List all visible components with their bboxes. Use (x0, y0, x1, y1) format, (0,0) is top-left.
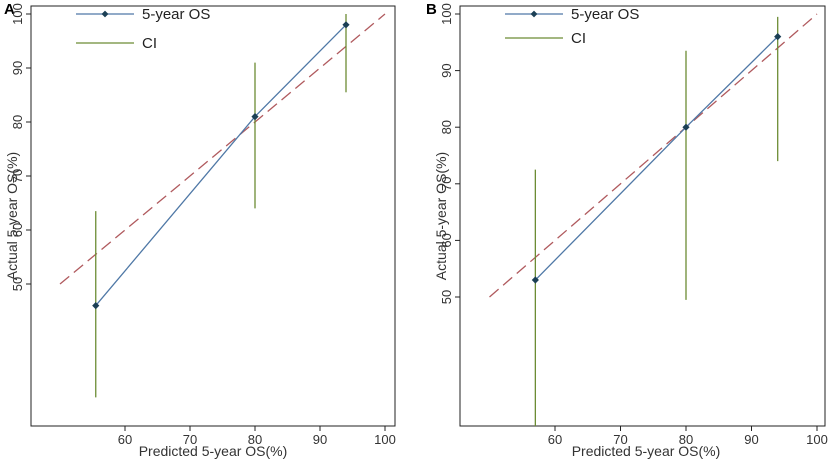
y-tick-label: 60 (10, 223, 25, 237)
x-tick-label: 60 (548, 432, 562, 447)
y-tick-label: 100 (10, 3, 25, 25)
y-tick-label: 70 (439, 177, 454, 191)
legend-label: CI (571, 30, 586, 47)
panel-b: B 60 70 80 90 100 50 60 70 80 90 100 Predicted 5-yea… (426, 1, 828, 459)
x-tick-label: 80 (679, 432, 693, 447)
series-point (774, 33, 782, 41)
y-tick-label: 90 (10, 61, 25, 75)
legend-label: 5-year OS (571, 6, 639, 23)
y-tick-label: 50 (10, 277, 25, 291)
y-tick-label: 50 (439, 290, 454, 304)
panel-a: A 60 70 80 90 100 50 60 70 80 90 100 Predicted 5-yea… (4, 1, 396, 459)
reference-dashed-line (59, 13, 386, 285)
series-point (682, 123, 690, 131)
y-tick-label: 100 (439, 3, 454, 25)
x-tick-label: 60 (118, 432, 132, 447)
x-tick-label: 80 (248, 432, 262, 447)
y-axis-title: Actual 5-year OS(%) (433, 152, 449, 280)
panel-letter: A (4, 1, 15, 18)
panel-letter: B (426, 1, 437, 18)
y-tick-label: 80 (10, 115, 25, 129)
y-tick-label: 90 (439, 63, 454, 77)
legend-label: 5-year OS (142, 6, 210, 23)
series-point (342, 21, 350, 29)
y-tick-label: 60 (439, 233, 454, 247)
x-tick-label: 90 (313, 432, 327, 447)
legend-marker-swatch (530, 10, 538, 18)
plot-frame (459, 5, 826, 427)
x-tick-label: 90 (744, 432, 758, 447)
series-point (251, 113, 259, 121)
series-line (95, 24, 347, 307)
y-tick-label: 70 (10, 169, 25, 183)
legend-marker-swatch (101, 10, 109, 18)
series-line (534, 36, 779, 281)
legend-label: CI (142, 35, 157, 52)
y-tick-label: 80 (439, 120, 454, 134)
reference-dashed-line (489, 13, 818, 298)
x-tick-label: 70 (613, 432, 627, 447)
x-axis-title: Predicted 5-year OS(%) (572, 443, 721, 459)
y-axis-title: Actual 5-year OS(%) (4, 152, 20, 280)
series-point (92, 302, 100, 310)
x-tick-label: 100 (374, 432, 396, 447)
x-tick-label: 70 (183, 432, 197, 447)
x-tick-label: 100 (806, 432, 828, 447)
plot-frame (30, 5, 396, 427)
plot-area (489, 13, 818, 426)
plot-area (59, 13, 386, 398)
x-axis-title: Predicted 5-year OS(%) (139, 443, 288, 459)
series-point (531, 276, 539, 284)
